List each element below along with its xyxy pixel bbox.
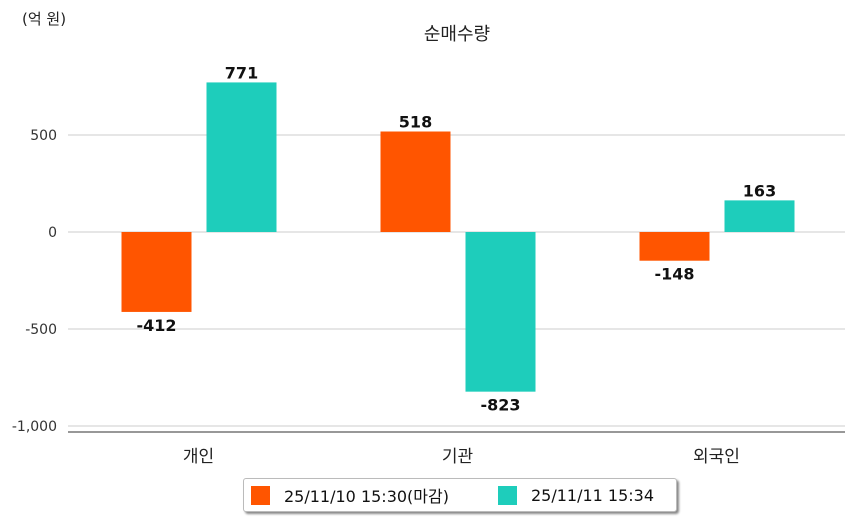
x-tick-label: 기관 — [442, 447, 473, 467]
data-label: -412 — [136, 316, 176, 335]
legend-swatch — [251, 485, 270, 505]
data-label: -148 — [654, 265, 694, 284]
data-label: -823 — [480, 396, 520, 415]
x-tick-label: 개인 — [183, 447, 214, 467]
data-label: 163 — [743, 181, 776, 200]
legend-item-1[interactable]: 25/11/11 15:34 — [491, 485, 655, 505]
legend: 25/11/10 15:30(마감) 25/11/11 15:34 — [243, 478, 677, 512]
plot-area: 500 0 -500 -1,000 개인 -412 771 기관 518 -823 외국인 -148 1… — [12, 63, 845, 467]
bar — [465, 232, 536, 392]
y-unit-label: (억 원) — [22, 10, 67, 28]
bar — [121, 232, 192, 312]
bar — [380, 131, 451, 232]
y-tick-label: -1,000 — [12, 419, 57, 435]
bar — [639, 232, 710, 261]
y-tick-label: 500 — [30, 128, 57, 144]
bar — [206, 82, 277, 233]
y-tick-label: 0 — [48, 225, 57, 241]
legend-label: 25/11/11 15:34 — [530, 485, 655, 505]
chart-title: 순매수량 — [423, 24, 491, 45]
data-label: 518 — [399, 113, 432, 132]
data-label: 771 — [225, 63, 258, 82]
legend-label: 25/11/10 15:30(마감) — [284, 487, 449, 506]
legend-swatch — [497, 485, 517, 505]
bar — [724, 200, 795, 232]
x-tick-label: 외국인 — [693, 447, 740, 467]
y-tick-label: -500 — [25, 322, 57, 338]
legend-item-0[interactable]: 25/11/10 15:30(마감) — [244, 483, 449, 507]
